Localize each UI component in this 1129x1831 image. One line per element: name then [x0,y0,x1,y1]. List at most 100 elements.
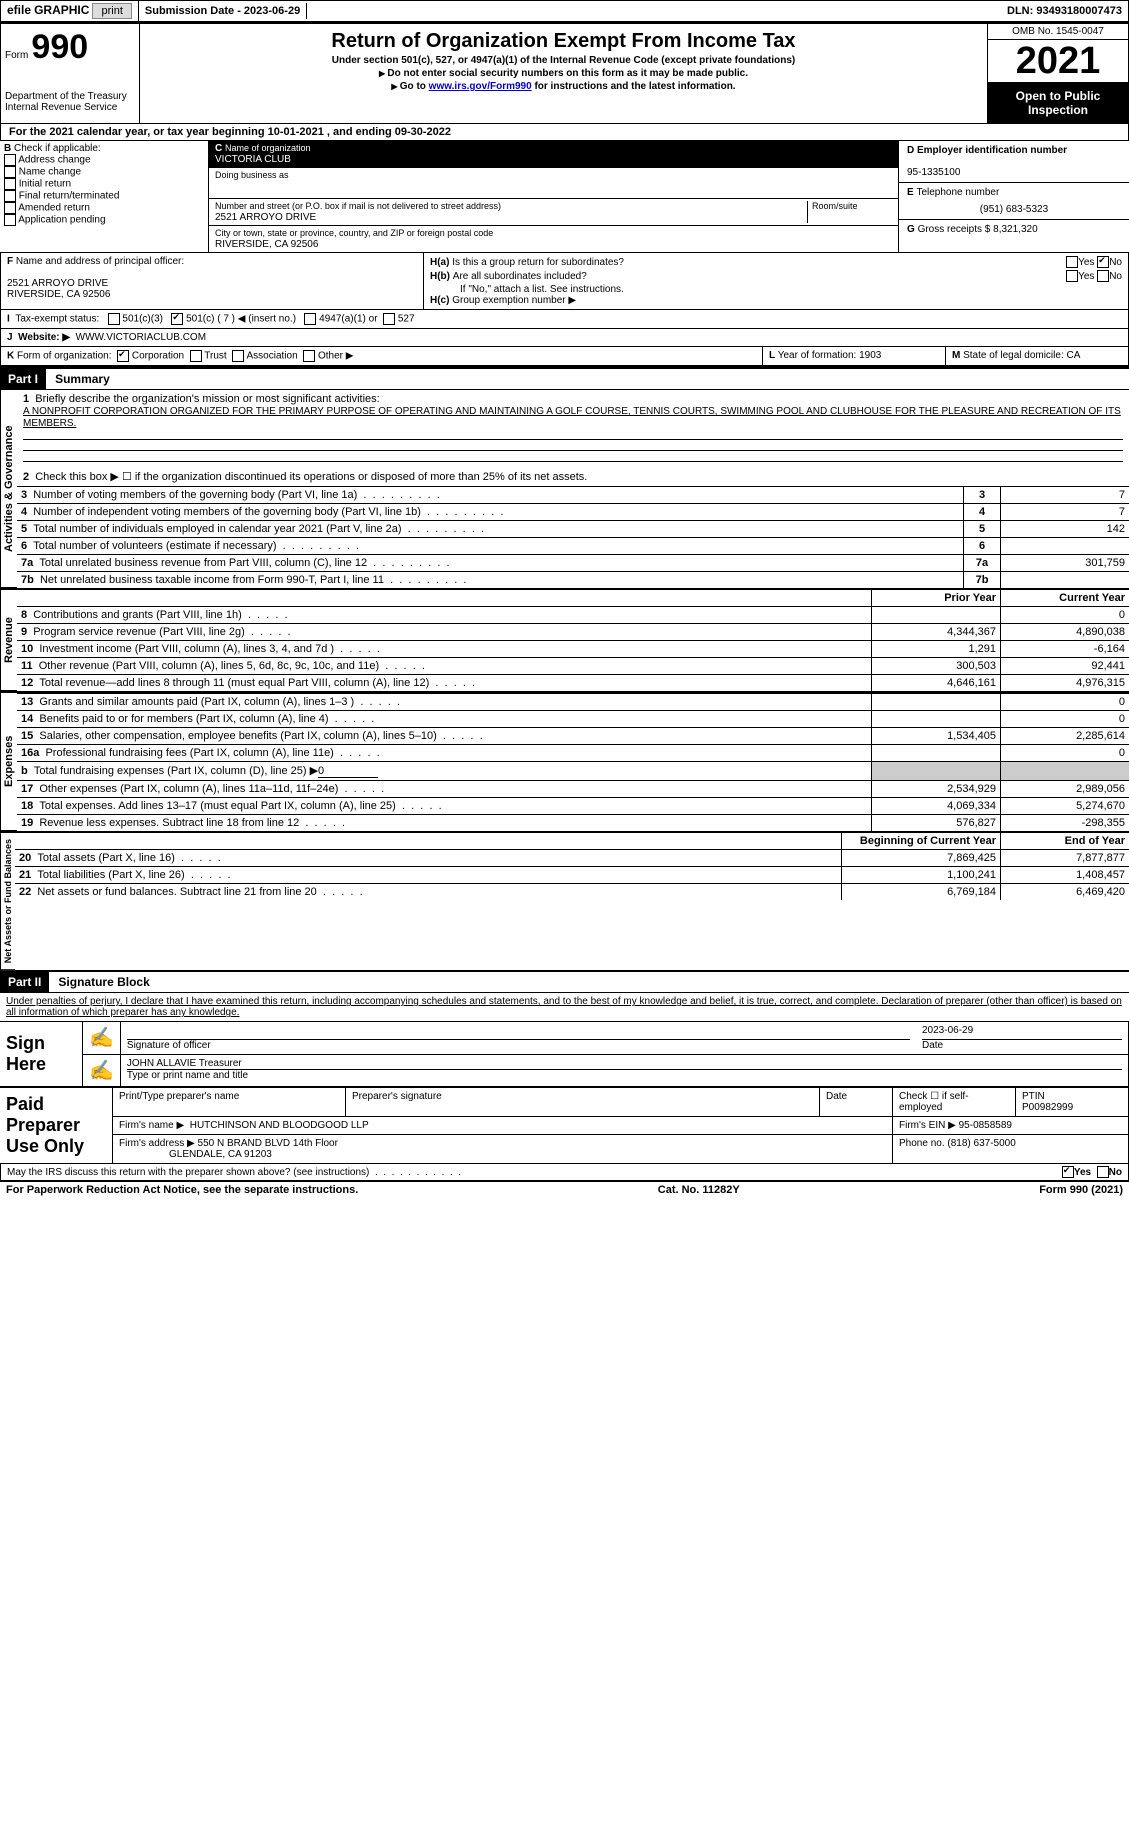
part2-title: Signature Block [52,975,149,989]
submission-label: Submission Date - [145,5,241,17]
firm-ein: 95-0858589 [959,1120,1012,1131]
submission-cell: Submission Date - 2023-06-29 [139,3,307,19]
state-value: CA [1067,350,1081,361]
form-header: Form 990 Department of the Treasury Inte… [0,22,1129,124]
sig-officer-label: Signature of officer [127,1040,211,1051]
ha-no[interactable] [1097,256,1109,268]
table-row: 15 Salaries, other compensation, employe… [17,728,1129,745]
box-g: G Gross receipts $ 8,321,320 [899,220,1129,239]
firm-name-label: Firm's name ▶ [119,1120,184,1131]
paid-preparer-table: Paid Preparer Use Only Print/Type prepar… [0,1087,1129,1164]
table-row: 8 Contributions and grants (Part VIII, l… [17,607,1129,624]
state-label: State of legal domicile: [963,350,1064,361]
cb-corp[interactable] [117,350,129,362]
year-form-label: Year of formation: [778,350,857,361]
org-name-label: Name of organization [225,143,311,153]
ptin-value: P00982999 [1022,1102,1073,1113]
website-label: Website: ▶ [18,332,70,343]
part1-header: Part I Summary [0,367,1129,390]
hb-label: Are all subordinates included? [453,271,1066,282]
header-bar: efile GRAPHIC print Submission Date - 20… [0,0,1129,22]
table-header-row: Beginning of Current Year End of Year [15,833,1129,850]
expenses-section: Expenses 13 Grants and similar amounts p… [0,691,1129,831]
year-cell: OMB No. 1545-0047 2021 Open to Public In… [987,24,1128,123]
revenue-table: Prior Year Current Year 8 Contributions … [17,590,1129,691]
table-row: 7b Net unrelated business taxable income… [17,572,1129,589]
checkbox-final-return[interactable] [4,190,16,202]
box-b: B Check if applicable: Address change Na… [0,141,209,252]
phone-label: Phone no. [899,1138,945,1149]
discuss-no[interactable] [1097,1166,1109,1178]
ha-label: Is this a group return for subordinates? [452,257,1066,268]
h-note: If "No," attach a list. See instructions… [430,284,1122,295]
checkbox-address-change[interactable] [4,154,16,166]
print-button[interactable]: print [92,3,131,19]
table-row: 22 Net assets or fund balances. Subtract… [15,884,1129,901]
table-row: 18 Total expenses. Add lines 13–17 (must… [17,798,1129,815]
firm-name: HUTCHINSON AND BLOODGOOD LLP [190,1120,369,1131]
q1: 1 Briefly describe the organization's mi… [17,390,1129,467]
table-row: 11 Other revenue (Part VIII, column (A),… [17,658,1129,675]
firm-addr-label: Firm's address ▶ [119,1138,195,1149]
table-row: 20 Total assets (Part X, line 16) . . . … [15,850,1129,867]
website-value: WWW.VICTORIACLUB.COM [76,332,206,343]
sign-here-label: Sign Here [6,1033,46,1074]
cb-label: Address change [18,155,90,166]
form-number-cell: Form 990 Department of the Treasury Inte… [1,24,140,123]
table-row: 3 Number of voting members of the govern… [17,487,1129,504]
pen-icon: ✍ [83,1022,121,1055]
f-h-row: F Name and address of principal officer:… [0,253,1129,310]
checkbox-amended[interactable] [4,202,16,214]
revenue-label: Revenue [0,590,17,691]
table-row: 17 Other expenses (Part IX, column (A), … [17,781,1129,798]
box-f: F Name and address of principal officer:… [1,253,423,309]
prior-year-header: Prior Year [872,590,1001,607]
date-label: Date [826,1091,847,1102]
ha-yes[interactable] [1066,256,1078,268]
entity-block: B Check if applicable: Address change Na… [0,141,1129,253]
cb-501c[interactable] [171,313,183,325]
cb-other[interactable] [303,350,315,362]
dln-value: 93493180007473 [1036,5,1122,17]
table-header-row: Prior Year Current Year [17,590,1129,607]
checkbox-initial-return[interactable] [4,178,16,190]
form-title: Return of Organization Exempt From Incom… [144,30,983,53]
right-info: D Employer identification number 95-1335… [899,141,1129,252]
pra-notice: For Paperwork Reduction Act Notice, see … [6,1184,358,1196]
table-row: 7a Total unrelated business revenue from… [17,555,1129,572]
cb-527[interactable] [383,313,395,325]
checkbox-name-change[interactable] [4,166,16,178]
sign-here-table: Sign Here ✍ Signature of officer 2023-06… [0,1021,1129,1087]
phone-value: (818) 637-5000 [947,1138,1015,1149]
part1-title: Summary [49,372,110,386]
table-row: b Total fundraising expenses (Part IX, c… [17,762,1129,781]
officer-name-label: Type or print name and title [127,1070,248,1081]
table-row: 14 Benefits paid to or for members (Part… [17,711,1129,728]
officer-addr1: 2521 ARROYO DRIVE [7,278,108,289]
table-row: 16a Professional fundraising fees (Part … [17,745,1129,762]
cb-trust[interactable] [190,350,202,362]
box-d: D Employer identification number 95-1335… [899,141,1129,183]
dln-cell: DLN: 93493180007473 [1001,3,1128,19]
ssn-note: Do not enter social security numbers on … [144,68,983,79]
current-year-header: Current Year [1001,590,1129,607]
cb-label: Final return/terminated [19,191,120,202]
hb-no[interactable] [1097,270,1109,282]
cb-4947[interactable] [304,313,316,325]
phone-value: (951) 683-5323 [907,198,1121,215]
table-row: 4 Number of independent voting members o… [17,504,1129,521]
hb-yes[interactable] [1066,270,1078,282]
irs-label: Internal Revenue Service [5,102,135,113]
cb-501c3[interactable] [108,313,120,325]
governance-table: 3 Number of voting members of the govern… [17,486,1129,588]
firm-addr1: 550 N BRAND BLVD 14th Floor [198,1138,338,1149]
table-row: 13 Grants and similar amounts paid (Part… [17,694,1129,711]
city-label: City or town, state or province, country… [215,228,493,238]
cb-assoc[interactable] [232,350,244,362]
checkbox-app-pending[interactable] [4,214,16,226]
discuss-yes[interactable] [1062,1166,1074,1178]
irs-link[interactable]: www.irs.gov/Form990 [429,81,532,92]
form-subtitle: Under section 501(c), 527, or 4947(a)(1)… [144,55,983,66]
firm-ein-label: Firm's EIN ▶ [899,1120,956,1131]
room-label: Room/suite [812,201,858,211]
